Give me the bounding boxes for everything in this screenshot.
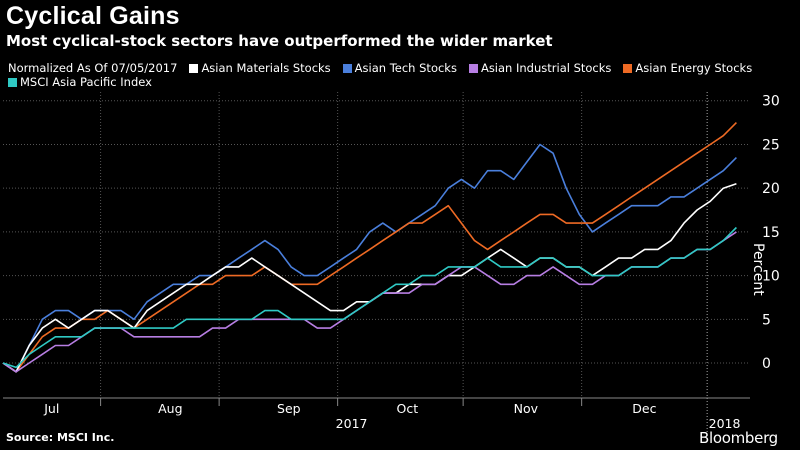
y-tick-label-15: 15 xyxy=(762,225,780,241)
normalization-note: Normalized As Of 07/05/2017 xyxy=(8,61,178,75)
series-line-msci-asia-pacific-index xyxy=(2,226,737,369)
x-tick-label-dec: Dec xyxy=(632,401,656,416)
chart-title: Cyclical Gains xyxy=(6,2,180,30)
legend-item-energy: Asian Energy Stocks xyxy=(623,61,752,75)
series-line-asian-materials-stocks xyxy=(2,183,737,373)
y-tick-label-30: 30 xyxy=(762,94,780,110)
legend-label-msci: MSCI Asia Pacific Index xyxy=(20,75,152,89)
y-axis-label: Percent xyxy=(750,243,766,296)
legend-label-tech: Asian Tech Stocks xyxy=(354,61,457,75)
legend-swatch-msci xyxy=(8,77,17,87)
series-line-asian-tech-stocks xyxy=(2,143,737,373)
series-lines xyxy=(2,122,737,373)
grid-lines xyxy=(3,92,750,432)
legend: Normalized As Of 07/05/2017 Asian Materi… xyxy=(8,61,788,89)
year-label-2018: 2018 xyxy=(709,416,741,431)
y-tick-label-20: 20 xyxy=(762,181,780,197)
year-label-2017: 2017 xyxy=(336,416,368,431)
legend-label-energy: Asian Energy Stocks xyxy=(635,61,753,75)
x-tick-label-oct: Oct xyxy=(397,401,419,416)
source-note: Source: MSCI Inc. xyxy=(6,431,115,444)
legend-row-2: MSCI Asia Pacific Index xyxy=(8,75,788,89)
legend-swatch-industrial xyxy=(468,63,478,73)
legend-label-industrial: Asian Industrial Stocks xyxy=(480,61,612,75)
bloomberg-logo: Bloomberg xyxy=(699,429,778,447)
legend-item-industrial: Asian Industrial Stocks xyxy=(468,61,612,75)
x-tick-label-jul: Jul xyxy=(43,401,59,416)
legend-swatch-energy xyxy=(623,63,633,73)
legend-item-materials: Asian Materials Stocks xyxy=(189,61,331,75)
legend-item-msci: MSCI Asia Pacific Index xyxy=(8,75,152,89)
legend-swatch-tech xyxy=(342,63,352,73)
x-tick-label-aug: Aug xyxy=(158,401,182,416)
legend-row-1: Normalized As Of 07/05/2017 Asian Materi… xyxy=(8,61,788,75)
legend-swatch-materials xyxy=(189,63,199,73)
legend-label-materials: Asian Materials Stocks xyxy=(201,61,331,75)
axis-layer: 0 5 10 15 20 25 30 Jul Aug Sep Oct Nov Dec 2017 2018 xyxy=(3,94,780,431)
x-tick-label-nov: Nov xyxy=(514,401,539,416)
legend-item-tech: Asian Tech Stocks xyxy=(342,61,457,75)
y-tick-label-5: 5 xyxy=(762,312,771,328)
y-tick-label-10: 10 xyxy=(762,269,780,285)
y-tick-label-25: 25 xyxy=(762,137,780,153)
chart-subtitle: Most cyclical-stock sectors have outperf… xyxy=(6,32,553,50)
series-line-asian-energy-stocks xyxy=(2,122,737,373)
x-tick-label-sep: Sep xyxy=(277,401,301,416)
y-tick-label-0: 0 xyxy=(762,356,771,372)
